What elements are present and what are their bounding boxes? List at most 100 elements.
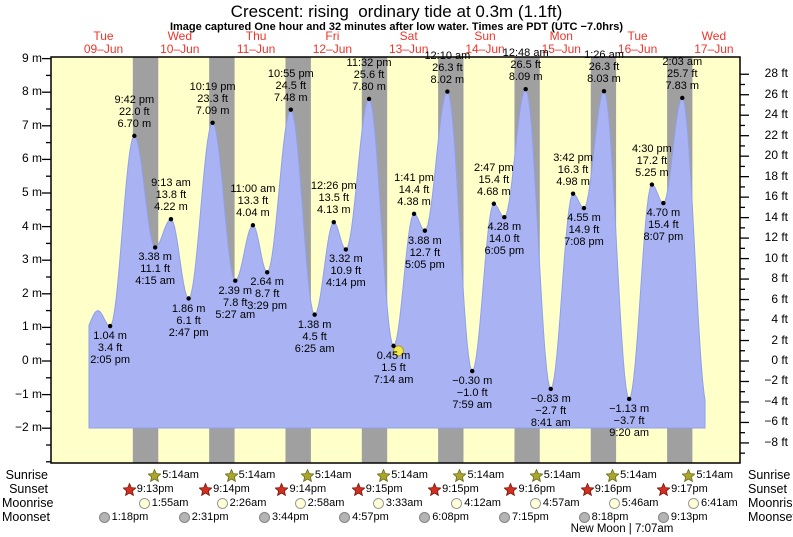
sunrise-star-icon [606,468,620,482]
tide-annotation: 10:19 pm 23.3 ft 7.09 m [189,80,236,117]
astro-event-moonset: 4:57pm [338,510,389,524]
tide-extreme-dot [186,296,191,301]
tide-extreme-dot [366,96,372,102]
moonset-circle-icon [419,511,431,523]
tide-extreme-dot [250,223,256,228]
tide-annotation: 9:13 am 13.8 ft 4.22 m [151,177,191,214]
astro-event-sunset: 9:14pm [199,482,250,496]
astro-row-label-right-sunset: Sunset [748,482,787,496]
day-label: Wed 17–Jun [694,29,734,56]
tide-extreme-dot [391,343,396,349]
astro-event-sunset: 9:15pm [428,482,479,496]
sunrise-star-icon [377,468,391,482]
y-axis-label-left: 8 m [21,84,42,99]
moonset-circle-icon [578,511,590,523]
astro-time: 5:14am [162,469,199,481]
astro-event-sunrise: 5:14am [453,468,504,482]
sunrise-star-icon [148,468,162,482]
tide-extreme-dot [107,323,113,329]
tide-annotation: 3.32 m 10.9 ft 4:14 pm [325,253,366,290]
astro-event-moonrise: 4:12am [450,496,501,510]
moonset-circle-icon [499,511,511,523]
tide-annotation: 3:42 pm 16.3 ft 4.98 m [553,151,593,188]
astro-event-moonrise: 2:58am [294,496,344,510]
astro-time: 5:14am [467,469,505,481]
astro-row-label-right-moonrise: Moonrise [748,496,793,510]
astro-event-moonset: 7:15pm [498,510,549,524]
tide-annotation: −0.30 m −1.0 ft 7:59 am [452,375,493,412]
tide-extreme-dot [168,217,174,222]
tide-extreme-dot [502,214,507,220]
astro-event-sunset: 9:14pm [275,482,326,496]
astro-time: 5:14am [391,469,428,481]
moonrise-circle-icon [529,497,541,509]
sunset-star-icon [199,482,213,496]
tide-annotation: 10:55 pm 24.5 ft 7.48 m [267,67,314,104]
astro-row-label-left-sunrise: Sunrise [5,468,48,482]
astro-time: 1:55am [151,497,189,509]
y-axis-label-right: 28 ft [764,66,788,81]
astro-time: 2:26am [229,497,267,509]
astro-event-moonset: 9:13pm [657,510,708,524]
astro-event-sunset: 9:17pm [657,482,708,496]
astro-time: 4:57am [542,497,580,509]
tide-extreme-dot [649,182,655,187]
y-axis-label-right: −2 ft [764,373,788,388]
moonrise-circle-icon [687,497,699,509]
moonrise-circle-icon [138,497,150,509]
plot-frame [50,56,741,464]
tide-annotation: 4.70 m 15.4 ft 8:07 pm [643,207,684,244]
tide-annotation: 0.45 m 1.5 ft 7:14 am [373,349,414,386]
astro-time: 5:14am [314,469,352,481]
astro-time: 9:14pm [289,483,327,495]
y-axis-label-right: 24 ft [764,107,788,122]
moonrise-circle-icon [608,497,620,509]
moonrise-circle-icon [372,497,384,509]
tide-annotation: 1:41 pm 14.4 ft 4.38 m [394,171,434,208]
astro-row-label-left-sunset: Sunset [9,482,48,496]
astro-event-moonrise: 6:41am [687,496,738,510]
y-axis-label-right: 0 ft [771,353,788,367]
astro-time: 9:17pm [671,483,708,495]
tide-extreme-dot [661,200,666,206]
y-axis-label-left: 4 m [21,218,42,233]
astro-event-sunrise: 5:14am [529,468,581,482]
tide-annotation: 12:10 am 26.3 ft 8.02 m [424,49,471,86]
tide-annotation: 1.86 m 6.1 ft 2:47 pm [168,302,209,339]
sunrise-star-icon [300,468,314,482]
astro-time: 5:14am [543,469,581,481]
y-axis-label-right: 22 ft [764,127,788,142]
tide-extreme-dot [570,191,576,196]
tide-annotation: 12:48 am 26.5 ft 8.09 m [502,47,549,84]
day-label: Fri 12–Jun [312,29,353,56]
day-label: Mon 15–Jun [541,29,581,56]
astro-event-sunrise: 5:14am [606,468,657,482]
moonset-circle-icon [178,511,190,523]
tide-annotation: 4.28 m 14.0 ft 6:05 pm [484,221,525,258]
astro-time: 3:33am [385,497,423,509]
astro-event-moonrise: 4:57am [529,496,580,510]
moonrise-circle-icon [216,497,228,509]
astro-time: 1:18pm [111,511,149,523]
astro-event-sunset: 9:16pm [580,482,631,496]
tide-extreme-dot [601,88,607,94]
y-axis-label-right: 20 ft [764,148,788,163]
tide-annotation: 11:32 pm 25.6 ft 7.80 m [346,56,392,93]
tide-extreme-dot [422,228,428,233]
astro-row-label-left-moonset: Moonset [2,510,50,524]
tide-extreme-dot [523,86,528,92]
tide-extreme-dot [445,89,450,94]
astro-event-moonrise: 2:26am [216,496,267,510]
moonrise-circle-icon [451,497,463,509]
moonset-circle-icon [258,511,270,523]
tide-extreme-dot [331,220,336,225]
y-axis-label-right: 2 ft [771,332,788,347]
y-axis-label-left: 2 m [21,285,42,300]
sunrise-star-icon [682,468,696,482]
tide-extreme-dot [233,278,238,283]
astro-event-moonset: 1:18pm [98,510,149,524]
sunset-star-icon [657,482,671,496]
